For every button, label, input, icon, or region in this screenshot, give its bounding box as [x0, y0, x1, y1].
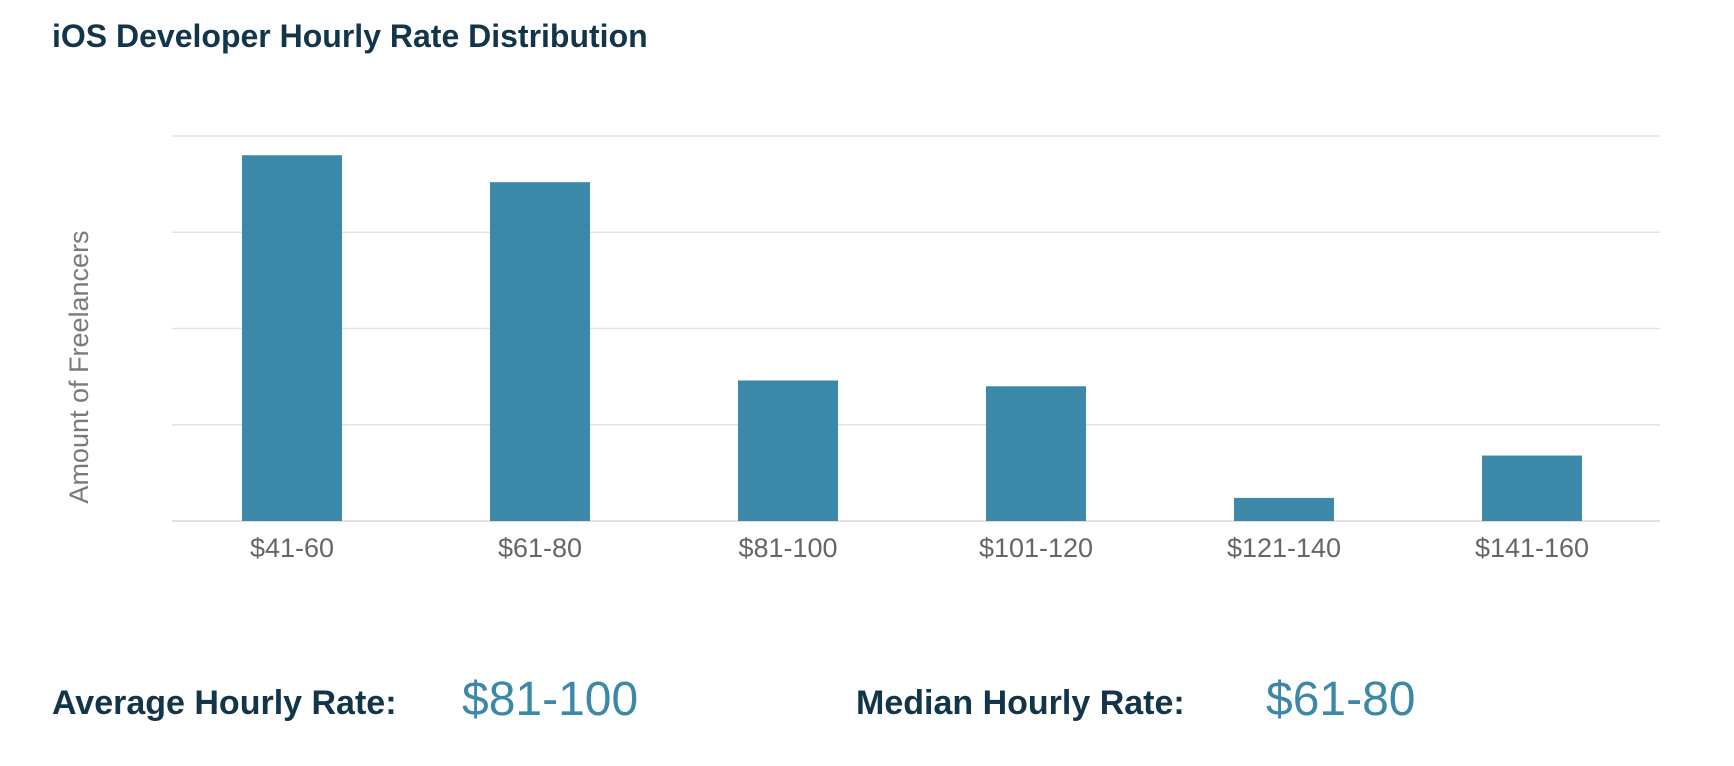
median-rate-label: Median Hourly Rate:	[856, 684, 1185, 722]
bar-2	[490, 182, 590, 521]
bar-3	[738, 380, 838, 521]
x-axis-ticks: $41-60 $61-80 $81-100 $101-120 $121-140 $141-…	[250, 533, 1589, 563]
bar-4	[986, 386, 1086, 521]
x-tick-label: $141-160	[1475, 533, 1589, 563]
median-rate-value: $61-80	[1266, 673, 1416, 726]
bar-6	[1482, 455, 1582, 521]
x-tick-label: $41-60	[250, 533, 334, 563]
average-rate-label: Average Hourly Rate:	[52, 684, 397, 722]
x-tick-label: $101-120	[979, 533, 1093, 563]
average-rate-stat: Average Hourly Rate: $81-100	[52, 673, 638, 726]
grid-lines	[172, 135, 1660, 522]
y-axis-label: Amount of Freelancers	[64, 230, 94, 503]
chart-title: iOS Developer Hourly Rate Distribution	[52, 18, 648, 54]
x-tick-label: $61-80	[498, 533, 582, 563]
median-rate-stat: Median Hourly Rate: $61-80	[856, 673, 1415, 726]
x-tick-label: $121-140	[1227, 533, 1341, 563]
bar-5	[1234, 497, 1334, 521]
average-rate-value: $81-100	[462, 673, 639, 726]
bars	[242, 155, 1582, 521]
x-tick-label: $81-100	[738, 533, 837, 563]
bar-1	[242, 155, 342, 521]
bar-chart: $41-60 $61-80 $81-100 $101-120 $121-140 $141-…	[64, 135, 1660, 563]
